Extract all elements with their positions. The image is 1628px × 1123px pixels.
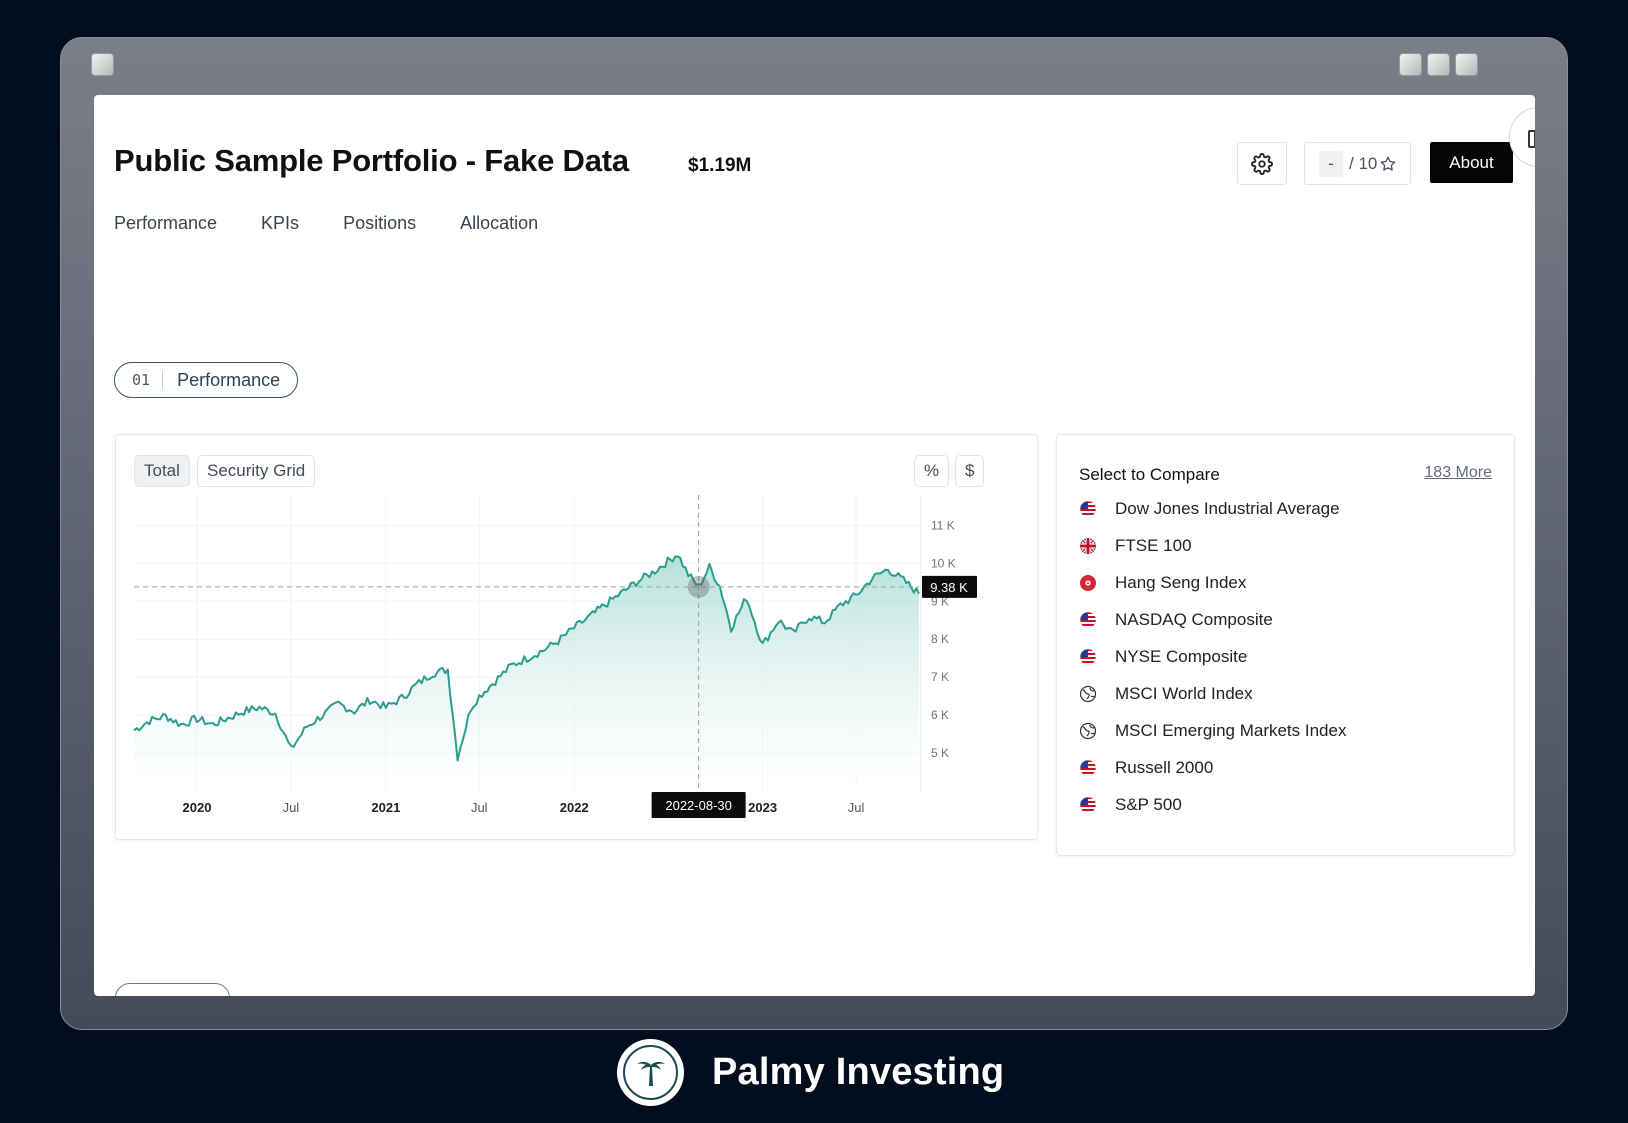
crosshair-value-label: 9.38 K (930, 580, 968, 595)
uk-flag-icon (1079, 537, 1106, 555)
performance-area (134, 556, 919, 791)
crosshair-date-label: 2022-08-30 (665, 798, 732, 813)
compare-item-label: Hang Seng Index (1115, 573, 1247, 592)
compare-item-label: Dow Jones Industrial Average (1115, 499, 1340, 518)
rating-widget[interactable]: - / 10 (1304, 142, 1411, 185)
section-nav: Performance KPIs Positions Allocation (114, 213, 538, 234)
next-section-pill (115, 983, 230, 996)
tab-kpis[interactable]: KPIs (261, 213, 300, 233)
settings-button[interactable] (1237, 142, 1287, 185)
palm-tree-icon (636, 1061, 665, 1086)
us-flag-icon (1079, 648, 1106, 666)
performance-chart[interactable]: 5 K6 K7 K8 K9 K10 K11 K 2020 Jul 2021 Jul 20… (116, 495, 1039, 835)
compare-title: Select to Compare (1079, 465, 1220, 484)
tab-allocation[interactable]: Allocation (460, 213, 539, 233)
tab-positions[interactable]: Positions (343, 213, 417, 233)
compare-item-label: MSCI Emerging Markets Index (1115, 721, 1347, 740)
us-flag-icon (1079, 611, 1106, 629)
x-tick-label: 2021 (371, 800, 400, 815)
brand-footer: Palmy Investing (617, 1039, 1004, 1106)
compare-panel: Select to Compare 183 More Dow Jones Ind… (1056, 434, 1515, 856)
compare-item[interactable]: MSCI Emerging Markets Index (1079, 721, 1346, 741)
window-maximize-button[interactable] (1427, 53, 1450, 76)
total-toggle[interactable]: Total (134, 455, 190, 487)
compare-item[interactable]: MSCI World Index (1079, 684, 1253, 704)
about-button[interactable]: About (1430, 142, 1513, 183)
crosshair-value-badge (922, 575, 977, 598)
y-tick-label: 5 K (931, 746, 949, 760)
y-tick-label: 7 K (931, 670, 949, 684)
app-content: Public Sample Portfolio - Fake Data $1.1… (94, 95, 1535, 996)
compare-item-label: MSCI World Index (1115, 684, 1253, 703)
more-indices-link[interactable]: 183 More (1424, 464, 1492, 481)
dollar-toggle[interactable]: $ (955, 455, 985, 487)
x-tick-label: Jul (471, 800, 488, 815)
performance-line (133, 555, 920, 762)
crosshair-point (687, 575, 710, 598)
compare-item-label: FTSE 100 (1115, 536, 1192, 555)
x-tick-label: 2022 (560, 800, 589, 815)
portfolio-value: $1.19M (688, 155, 752, 176)
window-close-button[interactable] (1455, 53, 1478, 76)
globe-icon (1079, 722, 1106, 740)
y-tick-label: 6 K (931, 708, 949, 722)
us-flag-icon (1079, 500, 1106, 518)
star-icon[interactable] (1380, 156, 1396, 172)
x-tick-label: Jul (283, 800, 300, 815)
y-tick-label: 10 K (931, 556, 956, 570)
compare-item[interactable]: Dow Jones Industrial Average (1079, 499, 1340, 519)
page-title: Public Sample Portfolio - Fake Data (114, 143, 629, 178)
compare-item[interactable]: FTSE 100 (1079, 536, 1192, 556)
gear-icon (1251, 152, 1273, 175)
us-flag-icon (1079, 796, 1106, 814)
rating-value[interactable]: - (1319, 150, 1343, 177)
brand-name: Palmy Investing (712, 1051, 1005, 1093)
sidebar-panel-icon (1528, 130, 1535, 148)
y-tick-label: 11 K (931, 518, 955, 532)
percent-toggle[interactable]: % (914, 455, 950, 487)
x-tick-label: 2023 (748, 800, 777, 815)
window-menu-button[interactable] (91, 53, 114, 76)
compare-item[interactable]: NASDAQ Composite (1079, 610, 1273, 630)
tab-performance[interactable]: Performance (114, 213, 218, 233)
compare-item[interactable]: S&P 500 (1079, 795, 1182, 815)
hk-flag-icon (1079, 574, 1106, 592)
crosshair-date-badge (651, 792, 746, 818)
security-grid-toggle[interactable]: Security Grid (197, 455, 316, 487)
x-tick-label: 2020 (183, 800, 212, 815)
y-tick-label: 8 K (931, 632, 949, 646)
window-minimize-button[interactable] (1399, 53, 1422, 76)
x-tick-label: Jul (848, 800, 865, 815)
compare-item[interactable]: Hang Seng Index (1079, 573, 1246, 593)
brand-logo (617, 1039, 684, 1106)
section-heading-pill: 01 Performance (114, 362, 299, 398)
compare-item-label: NYSE Composite (1115, 647, 1248, 666)
section-label: Performance (177, 369, 281, 390)
compare-item[interactable]: Russell 2000 (1079, 758, 1213, 778)
section-number: 01 (132, 371, 164, 389)
compare-item[interactable]: NYSE Composite (1079, 647, 1247, 667)
compare-item-label: Russell 2000 (1115, 758, 1214, 777)
compare-item-label: S&P 500 (1115, 795, 1182, 814)
us-flag-icon (1079, 759, 1106, 777)
rating-max: / 10 (1349, 153, 1378, 173)
globe-icon (1079, 685, 1106, 703)
compare-item-label: NASDAQ Composite (1115, 610, 1273, 629)
